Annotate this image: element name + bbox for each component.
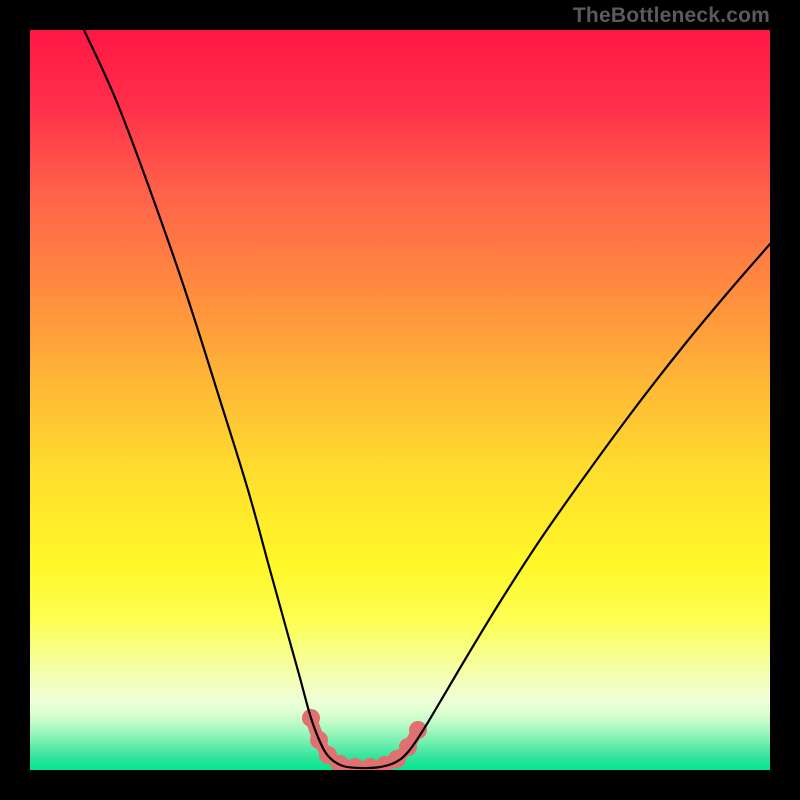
watermark-text: TheBottleneck.com (573, 4, 770, 28)
curve-line (84, 30, 770, 768)
valley-markers (302, 709, 427, 770)
plot-area (30, 30, 770, 770)
chart-frame: TheBottleneck.com (0, 0, 800, 800)
bottleneck-curve (30, 30, 770, 770)
